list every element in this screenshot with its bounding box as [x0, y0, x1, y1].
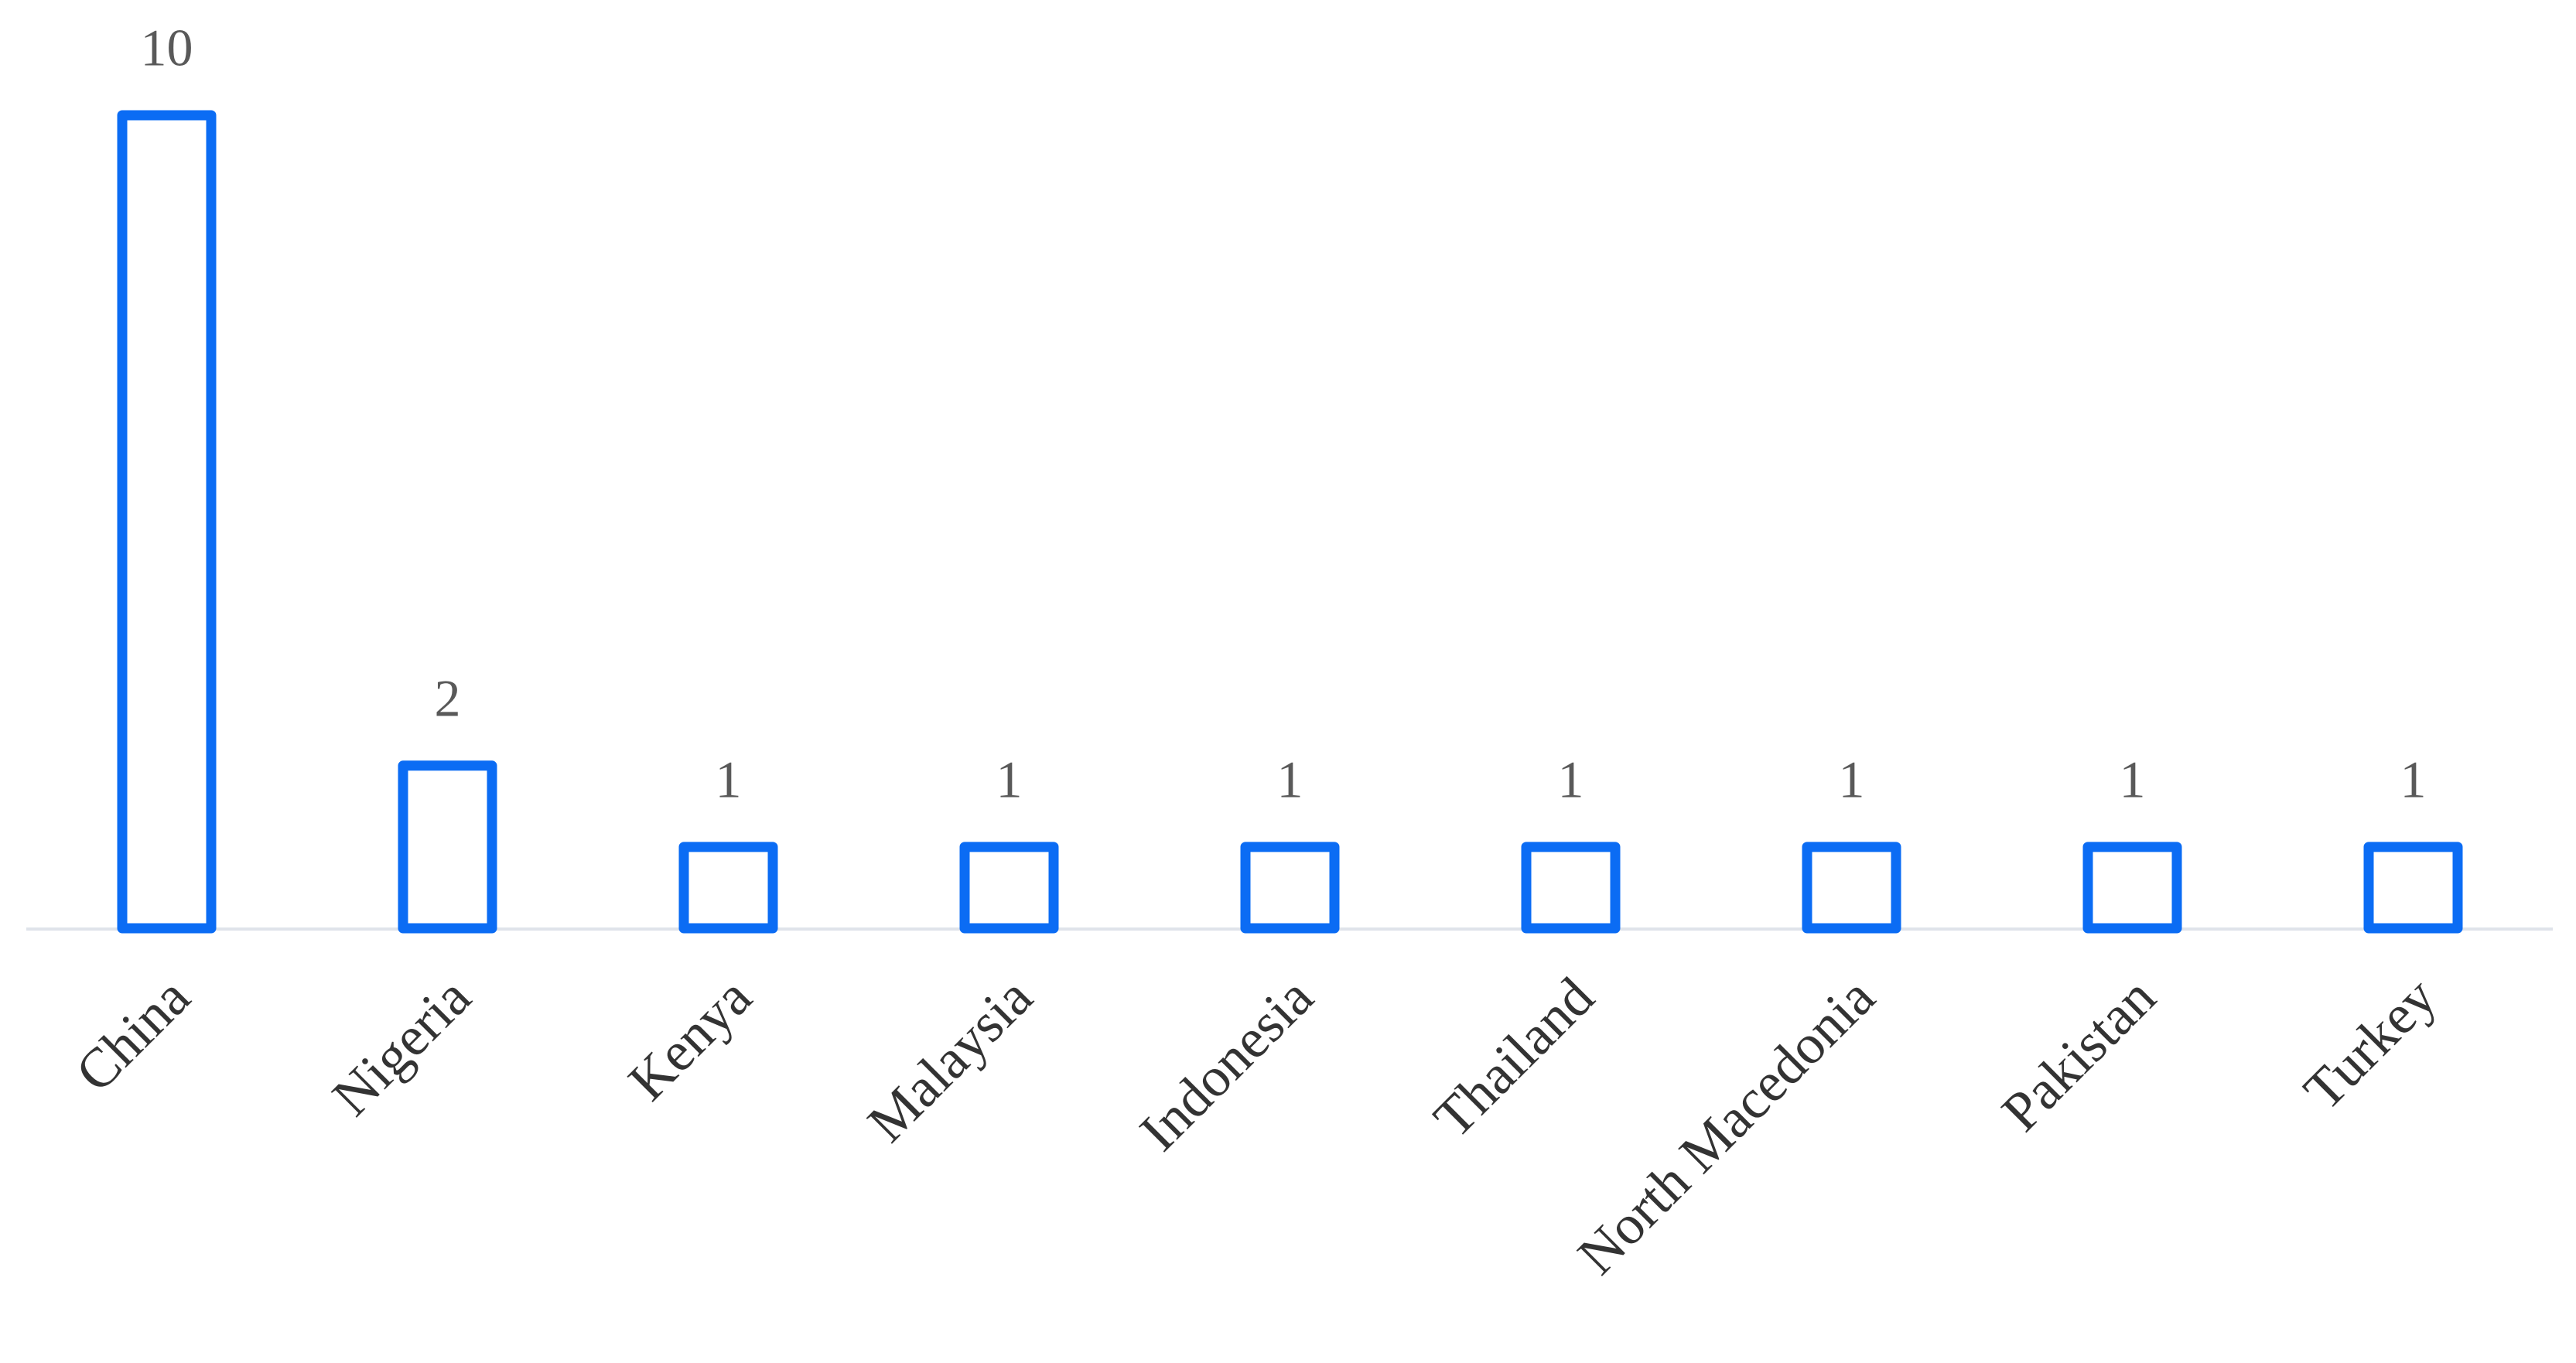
- x-tick-label: Indonesia: [1128, 965, 1325, 1163]
- value-label: 1: [2120, 750, 2146, 809]
- bar: [959, 842, 1059, 934]
- x-tick-label: North Macedonia: [1566, 965, 1886, 1286]
- value-label: 2: [435, 668, 461, 727]
- x-tick-label: Pakistan: [1990, 965, 2167, 1143]
- bar: [2363, 842, 2463, 934]
- x-tick-label: Thailand: [1422, 965, 1606, 1149]
- bar: [1802, 842, 1901, 934]
- bar: [398, 760, 497, 934]
- bar: [2082, 842, 2182, 934]
- value-label: 1: [1277, 750, 1303, 809]
- value-label: 1: [2400, 750, 2427, 809]
- bar: [678, 842, 778, 934]
- bar: [1240, 842, 1340, 934]
- bar: [117, 110, 217, 934]
- value-label: 1: [1558, 750, 1584, 809]
- x-tick-label: China: [63, 965, 201, 1103]
- value-label: 10: [141, 19, 193, 77]
- bar: [1521, 842, 1621, 934]
- x-tick-label: Turkey: [2292, 965, 2448, 1122]
- x-tick-label: Nigeria: [320, 965, 482, 1127]
- x-tick-label: Kenya: [617, 965, 763, 1112]
- value-label: 1: [716, 750, 742, 809]
- value-label: 1: [996, 750, 1023, 809]
- x-tick-label: Malaysia: [856, 965, 1044, 1153]
- value-label: 1: [1839, 750, 1865, 809]
